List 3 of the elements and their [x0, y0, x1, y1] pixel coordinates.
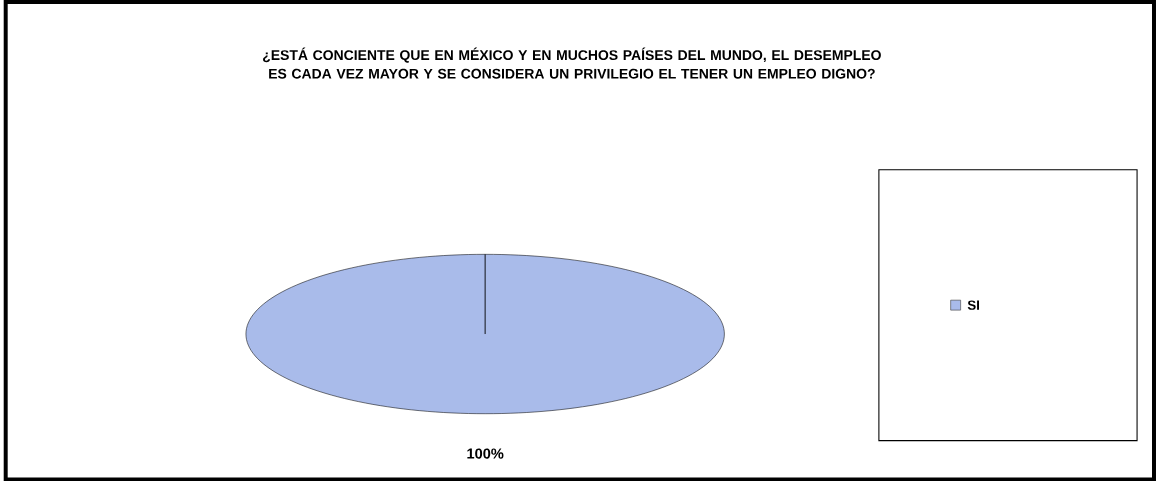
chart-title: ¿ESTÁ CONCIENTE QUE EN MÉXICO Y EN MUCHOS PAÍSES DEL MUNDO, EL DESEMPLEO ES CADA VEZ MAYOR Y SE CONSIDERA UN PRIVILEGIO EL TENER UN EMPLEO DIGNO? [263, 47, 881, 79]
legend-label: SI [967, 300, 979, 310]
data-label: 100% [467, 448, 504, 459]
